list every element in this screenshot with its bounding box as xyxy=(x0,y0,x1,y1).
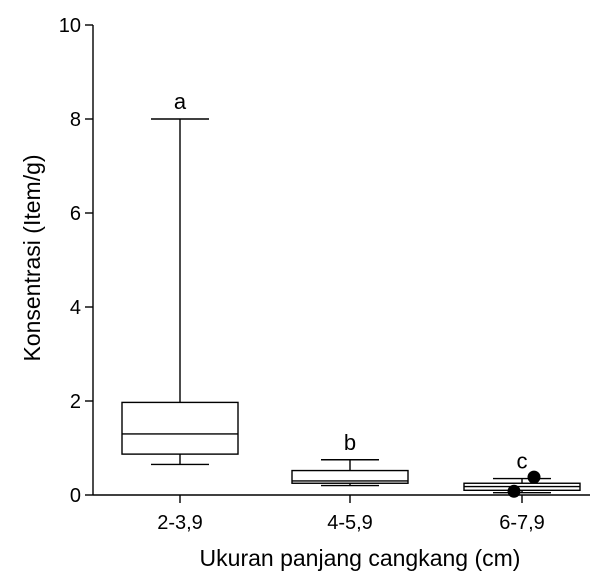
outlier-point xyxy=(507,484,521,498)
y-tick-label: 2 xyxy=(70,391,81,413)
y-axis: 0 2 4 6 8 10 xyxy=(59,15,94,507)
y-tick-label: 0 xyxy=(70,485,81,507)
x-tick-label: 2-3,9 xyxy=(157,512,203,534)
significance-letter: b xyxy=(344,430,356,455)
iqr-box xyxy=(291,469,409,484)
box-2: b xyxy=(291,430,409,487)
boxes: a b c xyxy=(121,89,581,498)
x-axis-title: Ukuran panjang cangkang (cm) xyxy=(200,545,521,571)
box-3: c xyxy=(463,449,581,498)
y-axis-title: Konsentrasi (Item/g) xyxy=(19,154,45,361)
x-tick-label: 6-7,9 xyxy=(499,512,545,534)
iqr-box xyxy=(121,401,239,455)
y-tick-label: 10 xyxy=(59,15,81,37)
x-tick-label: 4-5,9 xyxy=(327,512,373,534)
y-tick-label: 6 xyxy=(70,203,81,225)
y-tick-label: 8 xyxy=(70,109,81,131)
outlier-point xyxy=(527,470,541,484)
x-axis: 2-3,9 4-5,9 6-7,9 xyxy=(93,494,590,534)
significance-letter: c xyxy=(517,449,528,474)
box-1: a xyxy=(121,89,239,466)
significance-letter: a xyxy=(174,89,187,114)
y-tick-label: 4 xyxy=(70,297,81,319)
